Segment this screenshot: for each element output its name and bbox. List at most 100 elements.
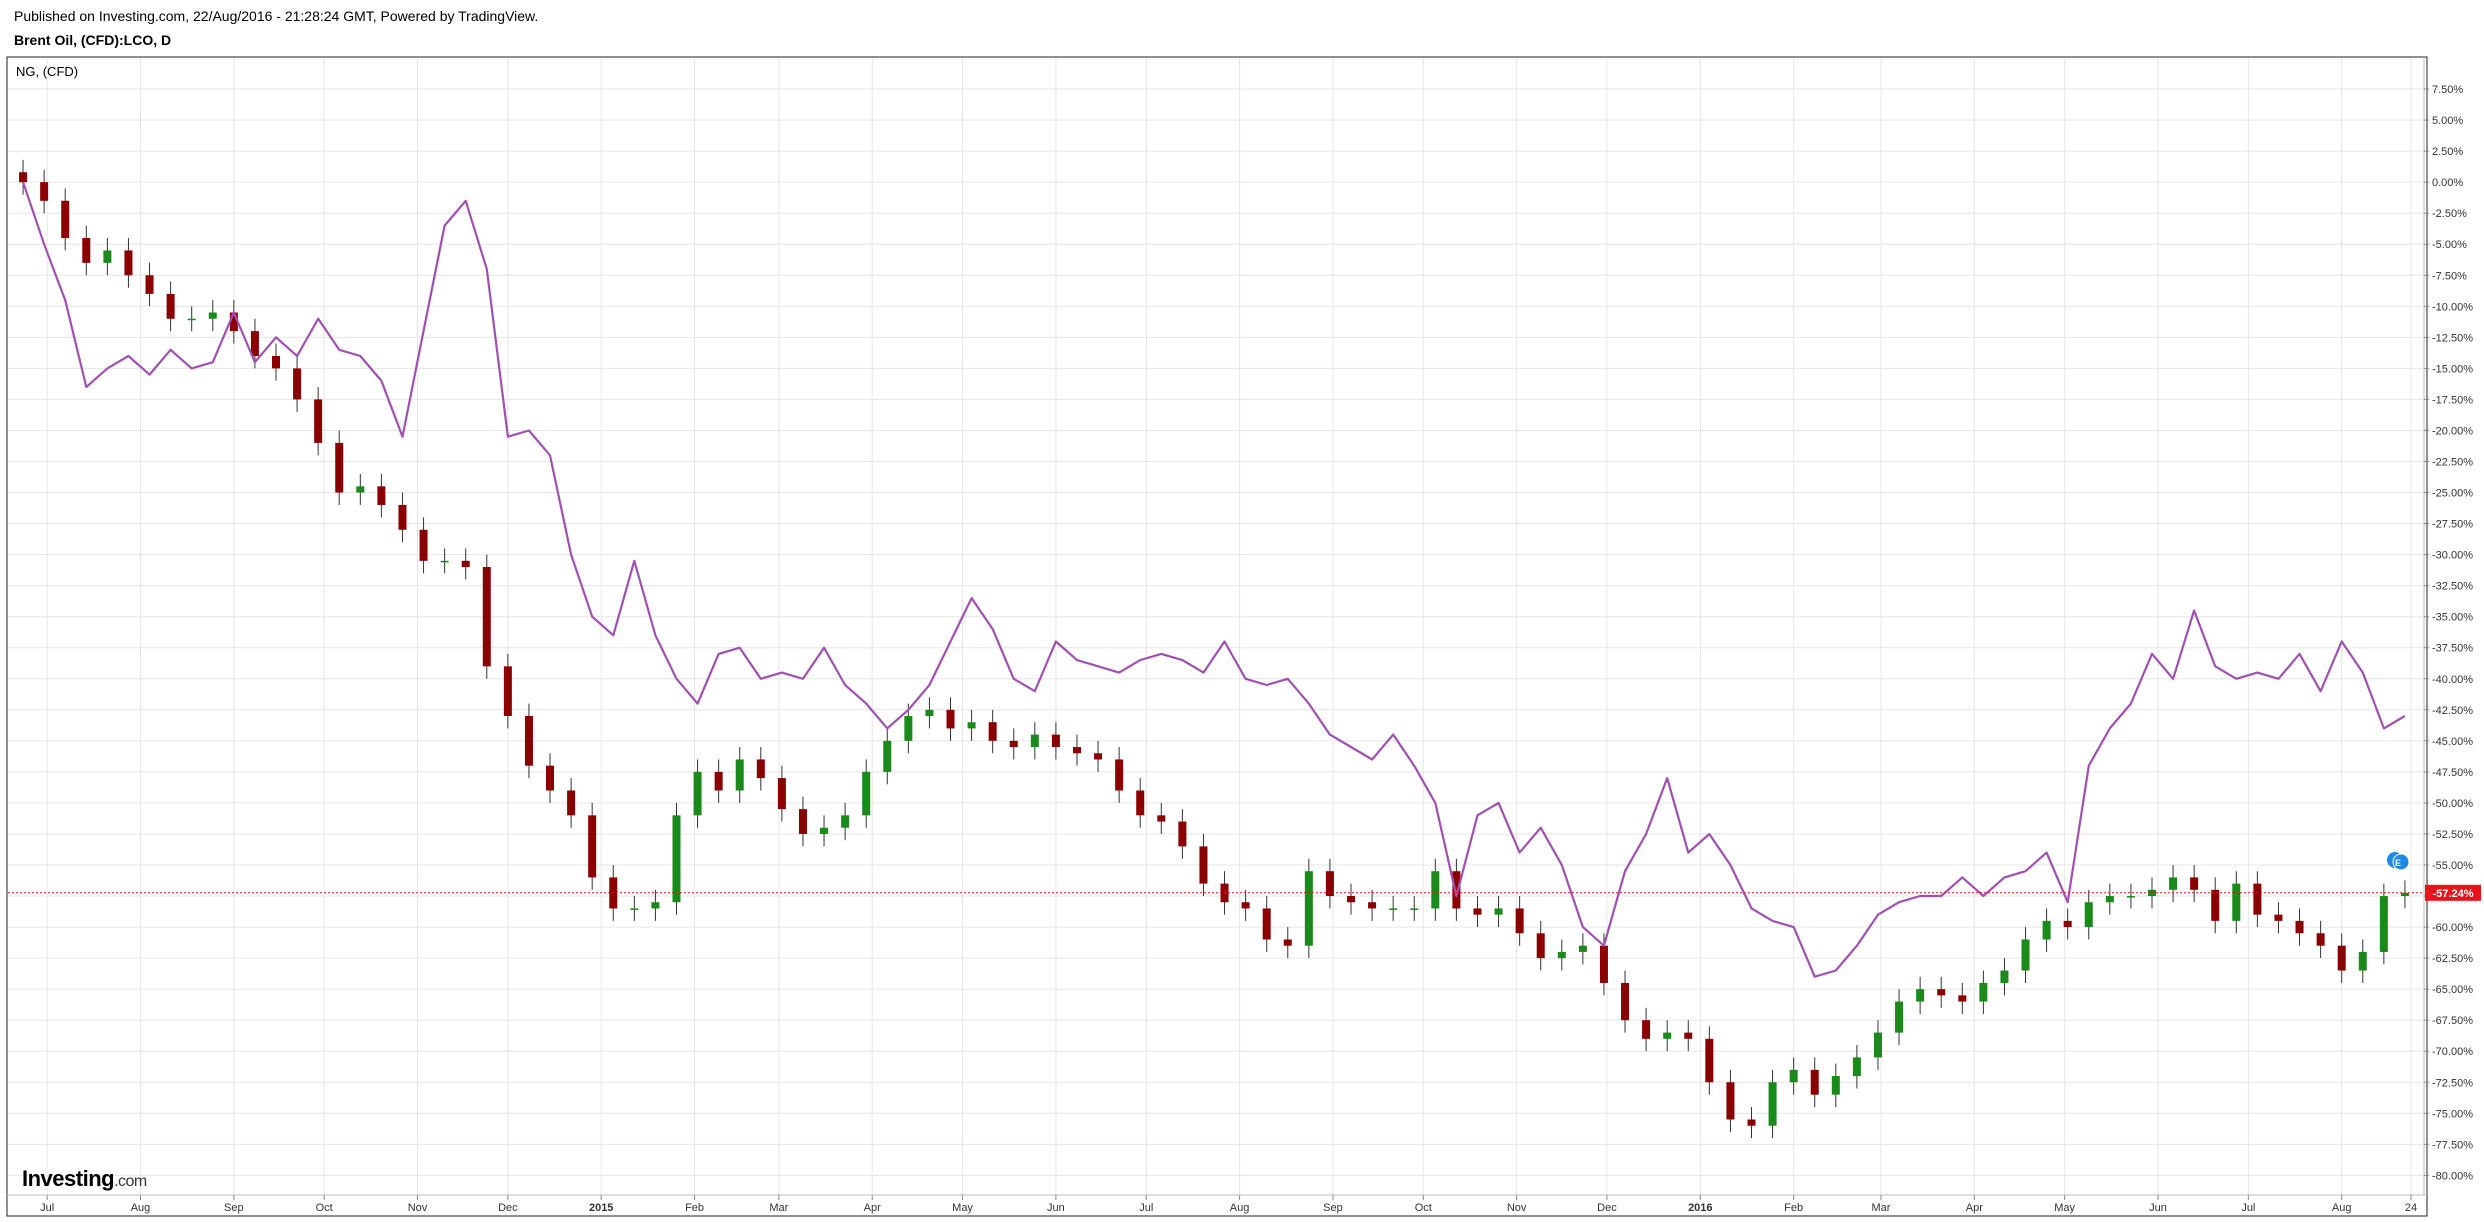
candle[interactable] [356,473,365,505]
candle[interactable] [1536,920,1545,971]
candle[interactable] [124,238,133,288]
candle[interactable] [1578,933,1587,965]
candle[interactable] [2169,864,2178,903]
candle[interactable] [2000,958,2009,996]
candle[interactable] [19,159,28,195]
candle[interactable] [61,188,70,251]
candle[interactable] [820,815,829,847]
ng-series-line[interactable] [22,181,2406,978]
candle[interactable] [1684,1020,1693,1052]
candle[interactable] [440,548,449,574]
candle[interactable] [1199,833,1208,897]
candle[interactable] [482,554,491,679]
candle[interactable] [1642,1007,1651,1052]
candle[interactable] [1789,1057,1798,1095]
candle[interactable] [1262,896,1271,952]
candle[interactable] [1621,970,1630,1033]
candle[interactable] [2295,908,2304,946]
candle[interactable] [1768,1069,1777,1139]
candle[interactable] [1410,896,1419,921]
candle[interactable] [672,802,681,915]
candle[interactable] [40,169,49,214]
candle[interactable] [651,889,660,921]
candle[interactable] [1937,976,1946,1008]
candle[interactable] [1304,858,1313,959]
candle[interactable] [1136,778,1145,828]
candle[interactable] [841,802,850,841]
candle[interactable] [1389,896,1398,921]
candle[interactable] [1030,722,1039,760]
candle[interactable] [1094,740,1103,772]
candle[interactable] [524,703,533,779]
candle[interactable] [1810,1057,1819,1108]
candle[interactable] [1958,982,1967,1014]
candle[interactable] [398,492,407,543]
candle[interactable] [2274,902,2283,934]
candle[interactable] [567,778,576,828]
candle[interactable] [1852,1045,1861,1089]
candle[interactable] [946,697,955,741]
candle[interactable] [229,300,238,344]
candle[interactable] [1979,970,1988,1014]
candle[interactable] [2232,871,2241,934]
candle[interactable] [756,747,765,791]
candle[interactable] [2316,920,2325,959]
candle[interactable] [1452,858,1461,921]
candle[interactable] [862,759,871,828]
candle[interactable] [1705,1026,1714,1095]
candle[interactable] [777,765,786,822]
candle[interactable] [166,281,175,332]
candle[interactable] [2358,939,2367,983]
candle[interactable] [2126,883,2135,909]
candle[interactable] [335,430,344,505]
candle[interactable] [82,225,91,276]
candle[interactable] [314,387,323,456]
candle[interactable] [2042,908,2051,952]
candle[interactable] [293,355,302,412]
candle[interactable] [1515,896,1524,946]
brent-candles[interactable] [19,159,2409,1139]
candle[interactable] [630,896,639,921]
candle[interactable] [2190,864,2199,903]
ng-overlay-series[interactable] [22,181,2406,978]
candle[interactable] [1325,858,1334,909]
candle[interactable] [1283,927,1292,959]
candle[interactable] [1157,802,1166,834]
candle[interactable] [2105,883,2114,915]
candle[interactable] [546,753,555,803]
candle[interactable] [1473,896,1482,928]
candle[interactable] [883,728,892,785]
candle[interactable] [419,517,428,574]
candle[interactable] [1431,858,1440,921]
candle[interactable] [925,697,934,729]
candle[interactable] [1873,1020,1882,1070]
candle[interactable] [1831,1063,1840,1108]
candle[interactable] [1916,976,1925,1014]
candle[interactable] [2147,877,2156,909]
candle[interactable] [271,343,280,381]
candle[interactable] [1178,809,1187,859]
candle[interactable] [967,709,976,741]
candle[interactable] [798,796,807,847]
candle[interactable] [2253,871,2262,928]
candle[interactable] [693,759,702,828]
candle[interactable] [2400,880,2409,909]
candle[interactable] [2379,883,2388,965]
candle[interactable] [208,300,217,332]
candle[interactable] [2021,927,2030,983]
candle[interactable] [2337,933,2346,983]
candle[interactable] [1347,883,1356,915]
candle[interactable] [1726,1069,1735,1132]
candle[interactable] [988,709,997,754]
candle[interactable] [103,238,112,276]
candle[interactable] [1368,889,1377,921]
candle[interactable] [714,759,723,803]
candle[interactable] [187,306,196,332]
candle[interactable] [377,473,386,518]
candle[interactable] [503,653,512,729]
candle[interactable] [1009,728,1018,760]
candle[interactable] [904,703,913,754]
candle[interactable] [1241,889,1250,921]
candle[interactable] [1051,722,1060,760]
candle[interactable] [588,802,597,890]
